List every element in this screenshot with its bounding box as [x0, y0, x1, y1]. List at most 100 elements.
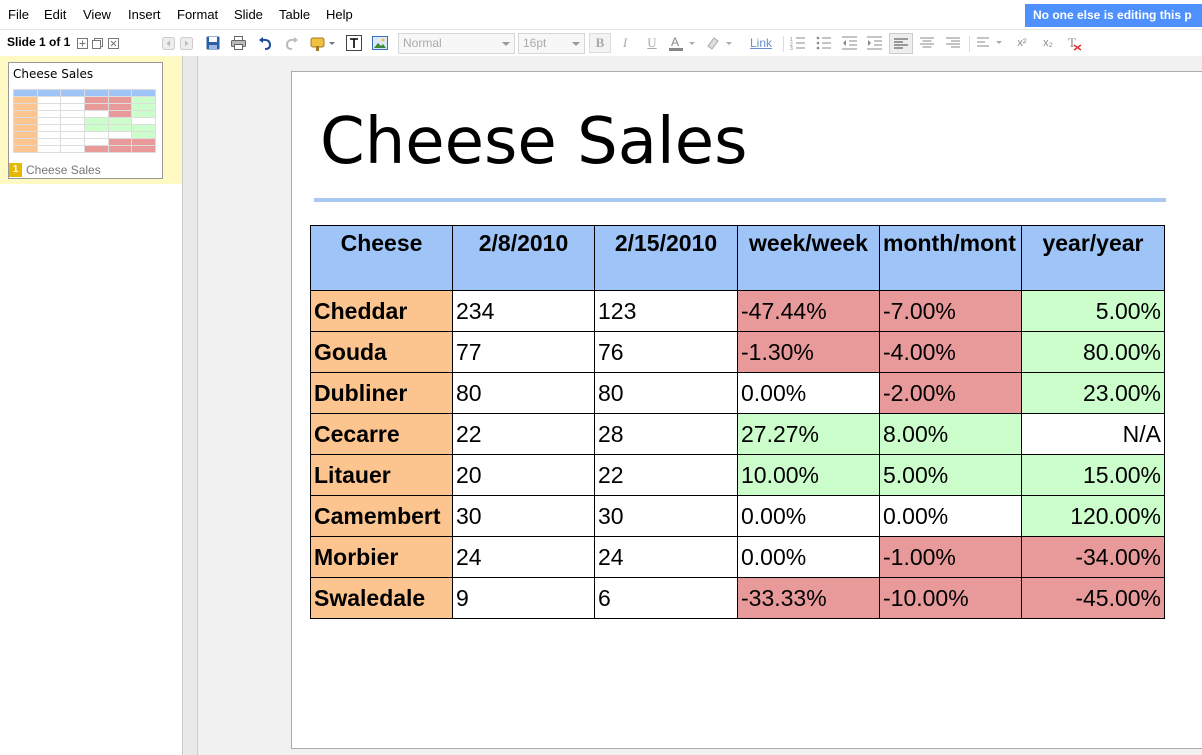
month-over-month-cell[interactable]: -10.00% — [879, 577, 1022, 619]
sales-2-15-cell[interactable]: 30 — [594, 495, 738, 537]
slide-title[interactable]: Cheese Sales — [320, 105, 748, 179]
text-box-icon[interactable] — [345, 34, 362, 52]
underline-icon[interactable]: U — [647, 35, 657, 50]
menu-table[interactable]: Table — [279, 7, 311, 22]
week-over-week-cell[interactable]: 0.00% — [737, 372, 880, 414]
column-header[interactable]: month/mont — [879, 225, 1022, 291]
paragraph-style-select[interactable]: Normal — [398, 33, 515, 54]
year-over-year-cell[interactable]: 15.00% — [1021, 454, 1165, 496]
sales-2-15-cell[interactable]: 80 — [594, 372, 738, 414]
sales-2-15-cell[interactable]: 24 — [594, 536, 738, 578]
year-over-year-cell[interactable]: 80.00% — [1021, 331, 1165, 373]
decrease-indent-icon[interactable] — [841, 34, 859, 52]
slide-thumbnail-1[interactable]: Cheese Sales 1 Cheese Sales — [0, 56, 182, 184]
week-over-week-cell[interactable]: 0.00% — [737, 536, 880, 578]
week-over-week-cell[interactable]: -33.33% — [737, 577, 880, 619]
superscript-icon[interactable]: x² — [1017, 37, 1027, 49]
cheese-name-cell[interactable]: Morbier — [310, 536, 453, 578]
new-slide-icon[interactable] — [76, 34, 88, 52]
menu-format[interactable]: Format — [177, 7, 219, 22]
cheese-name-cell[interactable]: Swaledale — [310, 577, 453, 619]
menu-help[interactable]: Help — [326, 7, 353, 22]
table-body: Cheddar 234 123 -47.44% -7.00% 5.00% Gouda 77 76… — [310, 290, 1165, 619]
menu-insert[interactable]: Insert — [128, 7, 161, 22]
sales-2-8-cell[interactable]: 22 — [452, 413, 595, 455]
sales-2-8-cell[interactable]: 24 — [452, 536, 595, 578]
month-over-month-cell[interactable]: -4.00% — [879, 331, 1022, 373]
sales-2-15-cell[interactable]: 76 — [594, 331, 738, 373]
cheese-name-cell[interactable]: Camembert — [310, 495, 453, 537]
month-over-month-cell[interactable]: -1.00% — [879, 536, 1022, 578]
week-over-week-cell[interactable]: 0.00% — [737, 495, 880, 537]
cheese-name-cell[interactable]: Litauer — [310, 454, 453, 496]
column-header[interactable]: year/year — [1021, 225, 1165, 291]
sales-2-8-cell[interactable]: 80 — [452, 372, 595, 414]
year-over-year-cell[interactable]: N/A — [1021, 413, 1165, 455]
link-button[interactable]: Link — [749, 36, 772, 50]
slide-page[interactable]: Cheese Sales Cheese 2/8/2010 2/15/2010 w… — [291, 71, 1202, 749]
column-header[interactable]: 2/15/2010 — [594, 225, 738, 291]
month-over-month-cell[interactable]: 5.00% — [879, 454, 1022, 496]
sales-2-15-cell[interactable]: 6 — [594, 577, 738, 619]
undo-icon[interactable] — [257, 34, 273, 52]
vertical-align-icon[interactable] — [975, 34, 1007, 52]
text-color-icon[interactable]: A — [667, 34, 699, 52]
sales-2-15-cell[interactable]: 22 — [594, 454, 738, 496]
week-over-week-cell[interactable]: -47.44% — [737, 290, 880, 332]
year-over-year-cell[interactable]: 5.00% — [1021, 290, 1165, 332]
paint-format-icon[interactable] — [309, 34, 337, 52]
sales-2-8-cell[interactable]: 234 — [452, 290, 595, 332]
redo-icon[interactable] — [283, 34, 299, 52]
cheese-name-cell[interactable]: Dubliner — [310, 372, 453, 414]
insert-image-icon[interactable] — [371, 34, 388, 52]
next-slide-icon[interactable] — [179, 34, 193, 52]
delete-slide-icon[interactable] — [107, 34, 119, 52]
cheese-sales-table[interactable]: Cheese 2/8/2010 2/15/2010 week/week mont… — [310, 225, 1165, 619]
year-over-year-cell[interactable]: 120.00% — [1021, 495, 1165, 537]
month-over-month-cell[interactable]: -2.00% — [879, 372, 1022, 414]
week-over-week-cell[interactable]: -1.30% — [737, 331, 880, 373]
month-over-month-cell[interactable]: 8.00% — [879, 413, 1022, 455]
sales-2-8-cell[interactable]: 20 — [452, 454, 595, 496]
menu-edit[interactable]: Edit — [44, 7, 67, 22]
year-over-year-cell[interactable]: 23.00% — [1021, 372, 1165, 414]
sales-2-8-cell[interactable]: 30 — [452, 495, 595, 537]
cheese-name-cell[interactable]: Gouda — [310, 331, 453, 373]
menu-file[interactable]: File — [8, 7, 29, 22]
sales-2-8-cell[interactable]: 77 — [452, 331, 595, 373]
year-over-year-cell[interactable]: -45.00% — [1021, 577, 1165, 619]
column-header[interactable]: Cheese — [310, 225, 453, 291]
sales-2-15-cell[interactable]: 123 — [594, 290, 738, 332]
font-size-select[interactable]: 16pt — [518, 33, 585, 54]
save-icon[interactable] — [205, 34, 221, 52]
duplicate-slide-icon[interactable] — [91, 34, 103, 52]
align-right-icon[interactable] — [944, 34, 962, 52]
align-center-icon[interactable] — [918, 34, 936, 52]
cheese-name-cell[interactable]: Cecarre — [310, 413, 453, 455]
print-icon[interactable] — [230, 34, 246, 52]
highlight-color-icon[interactable] — [704, 34, 736, 52]
year-over-year-cell[interactable]: -34.00% — [1021, 536, 1165, 578]
menu-slide[interactable]: Slide — [234, 7, 263, 22]
column-header[interactable]: 2/8/2010 — [452, 225, 595, 291]
clear-formatting-icon[interactable]: T — [1066, 34, 1084, 52]
align-left-icon[interactable] — [889, 33, 913, 54]
month-over-month-cell[interactable]: -7.00% — [879, 290, 1022, 332]
cheese-name-cell[interactable]: Cheddar — [310, 290, 453, 332]
month-over-month-cell[interactable]: 0.00% — [879, 495, 1022, 537]
subscript-icon[interactable]: x₂ — [1043, 37, 1053, 49]
filmstrip-resize-handle[interactable] — [182, 56, 198, 755]
previous-slide-icon[interactable] — [161, 34, 175, 52]
bold-icon[interactable]: B — [589, 33, 611, 53]
increase-indent-icon[interactable] — [866, 34, 884, 52]
sales-2-8-cell[interactable]: 9 — [452, 577, 595, 619]
slide-thumbnail-preview[interactable]: Cheese Sales 1 Cheese Sales — [8, 62, 163, 179]
menu-view[interactable]: View — [83, 7, 111, 22]
week-over-week-cell[interactable]: 27.27% — [737, 413, 880, 455]
column-header[interactable]: week/week — [737, 225, 880, 291]
italic-icon[interactable]: I — [622, 35, 628, 50]
sales-2-15-cell[interactable]: 28 — [594, 413, 738, 455]
week-over-week-cell[interactable]: 10.00% — [737, 454, 880, 496]
bulleted-list-icon[interactable] — [815, 34, 833, 52]
